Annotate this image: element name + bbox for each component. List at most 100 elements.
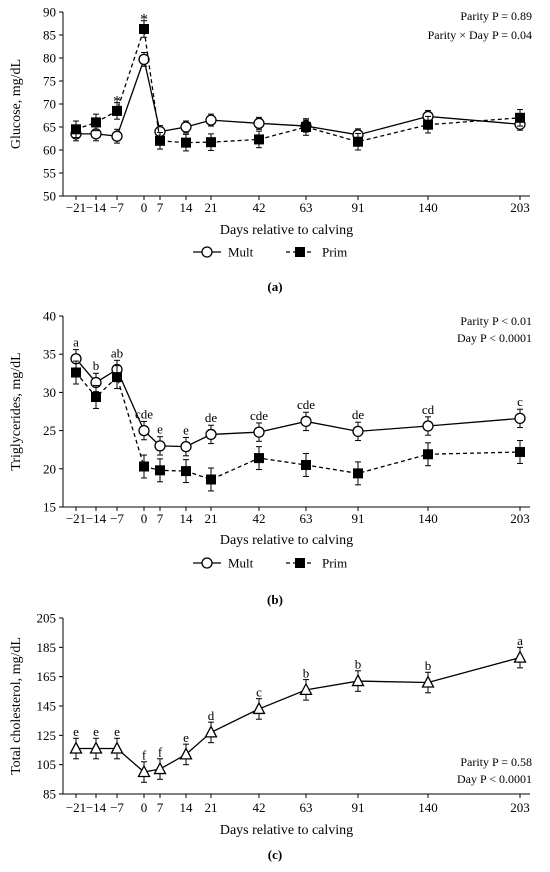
x-tick-label: 14 — [180, 800, 194, 815]
data-point-prim — [254, 134, 264, 145]
x-axis-title: Days relative to calving — [220, 823, 353, 838]
data-point-mult — [205, 428, 217, 441]
y-axis-title: Total cholesterol, mg/dL — [9, 637, 24, 775]
data-point-mult — [352, 425, 364, 438]
x-tick-label: 140 — [418, 511, 438, 526]
data-point-prim — [155, 465, 165, 476]
data-point-prim — [181, 466, 191, 477]
data-point-cholesterol — [110, 741, 124, 754]
stats-annotation: Day P < 0.0001 — [457, 331, 532, 345]
x-tick-label: 203 — [510, 800, 530, 815]
data-point-cholesterol — [252, 701, 266, 715]
y-axis-title: Triglycerides, mg/dL — [9, 352, 24, 470]
panel-triglycerides: 15 20 25 30 35 40 −21 −14 −7 0 7 14 21 42 63 91 140 203 Da… — [9, 309, 532, 608]
data-point-prim — [91, 391, 101, 402]
significance-letter: e — [157, 422, 163, 437]
data-point-mult — [253, 426, 265, 438]
significance-letter: c — [517, 394, 523, 409]
x-tick-label: 140 — [418, 800, 438, 815]
x-tick-label: 0 — [141, 511, 148, 526]
significance-letter: e — [183, 422, 189, 437]
significance-letter: e — [114, 724, 120, 739]
data-point-prim — [71, 124, 81, 135]
legend-marker-mult — [201, 557, 213, 569]
data-point-cholesterol — [153, 761, 167, 775]
data-point-cholesterol — [179, 746, 193, 760]
significance-letter: b — [425, 658, 432, 673]
significance-letter: cd — [422, 402, 435, 417]
y-tick-label: 70 — [43, 97, 56, 112]
legend-marker-prim — [295, 247, 305, 257]
x-tick-label: 7 — [157, 511, 164, 526]
x-axis-title: Days relative to calving — [220, 533, 353, 548]
data-point-cholesterol — [513, 650, 527, 663]
data-point-prim — [301, 122, 311, 132]
significance-letter: d — [208, 708, 215, 723]
panel-label: (b) — [267, 592, 283, 607]
y-tick-label: 50 — [43, 189, 56, 204]
significance-letter: de — [205, 410, 218, 425]
x-tick-label: −7 — [110, 511, 124, 526]
x-tick-label: 0 — [141, 800, 148, 815]
y-tick-label: 90 — [43, 5, 56, 20]
significance-letter: e — [183, 730, 189, 745]
significance-letter: f — [142, 748, 147, 763]
data-point-prim — [515, 446, 525, 457]
data-point-prim — [515, 112, 525, 123]
legend-marker-mult — [201, 246, 213, 258]
legend-label-mult: Mult — [228, 245, 254, 260]
y-tick-label: 40 — [43, 309, 56, 324]
data-point-cholesterol — [204, 724, 218, 738]
x-tick-label: 0 — [141, 200, 148, 215]
significance-star: * — [113, 93, 121, 110]
x-tick-label: 7 — [157, 800, 164, 815]
y-tick-label: 165 — [37, 669, 57, 684]
data-point-mult — [138, 424, 150, 437]
panel-label: (a) — [267, 279, 282, 294]
y-tick-label: 205 — [37, 611, 57, 626]
significance-star: * — [140, 12, 148, 29]
legend-label-prim: Prim — [322, 245, 347, 260]
x-tick-label: 63 — [300, 200, 313, 215]
data-point-prim — [139, 461, 149, 472]
data-point-prim — [353, 136, 363, 147]
x-tick-label: 63 — [300, 800, 313, 815]
data-point-cholesterol — [421, 675, 435, 688]
significance-letter: b — [355, 657, 362, 672]
x-tick-label: 203 — [510, 200, 530, 215]
significance-letter: b — [93, 358, 100, 373]
significance-letter: cde — [297, 397, 315, 412]
x-axis-title: Days relative to calving — [220, 223, 353, 238]
data-point-prim — [91, 117, 101, 128]
y-tick-label: 125 — [37, 728, 57, 743]
y-axis-title: Glucose, mg/dL — [9, 59, 24, 149]
x-tick-label: −21 — [66, 800, 86, 815]
data-point-cholesterol — [351, 673, 365, 687]
x-tick-label: −7 — [110, 200, 124, 215]
data-point-mult — [253, 117, 265, 129]
legend-marker-prim — [295, 558, 305, 568]
data-point-cholesterol — [69, 741, 83, 754]
y-tick-label: 85 — [43, 28, 56, 43]
legend-label-mult: Mult — [228, 556, 254, 571]
data-point-prim — [254, 453, 264, 464]
stats-annotation: Parity P = 0.89 — [460, 9, 532, 23]
significance-letter: b — [303, 665, 310, 680]
significance-letter: c — [256, 684, 262, 699]
significance-letter: a — [517, 633, 523, 648]
y-tick-label: 25 — [43, 423, 56, 438]
data-point-mult — [154, 440, 166, 452]
data-point-prim — [181, 137, 191, 148]
x-tick-label: −14 — [86, 200, 107, 215]
data-point-prim — [423, 449, 433, 460]
x-tick-label: 140 — [418, 200, 438, 215]
y-tick-label: 60 — [43, 143, 56, 158]
significance-letter: e — [73, 724, 79, 739]
x-tick-label: −14 — [86, 511, 107, 526]
data-point-prim — [206, 137, 216, 148]
y-tick-label: 80 — [43, 51, 56, 66]
data-point-mult — [205, 114, 217, 126]
data-point-mult — [111, 130, 123, 142]
x-tick-label: 21 — [205, 800, 218, 815]
significance-letter: cde — [250, 408, 268, 423]
